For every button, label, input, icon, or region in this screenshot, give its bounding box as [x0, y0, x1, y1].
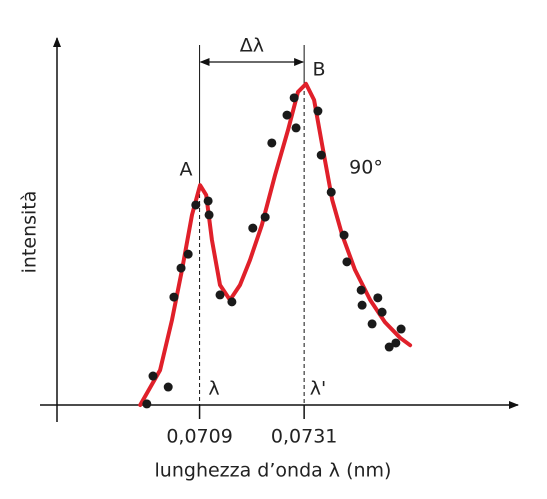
annotation: 90° — [349, 157, 383, 179]
data-point — [260, 212, 270, 222]
data-point — [373, 293, 383, 303]
annotation: λ' — [310, 378, 326, 400]
data-point — [282, 110, 292, 120]
data-point — [377, 307, 387, 317]
data-point — [357, 300, 367, 310]
data-point — [356, 285, 366, 295]
data-point — [396, 324, 406, 334]
data-point — [163, 382, 173, 392]
data-point — [313, 106, 323, 116]
data-point — [148, 371, 158, 381]
annotation: B — [312, 59, 325, 81]
data-point — [291, 123, 301, 133]
data-point — [183, 249, 193, 259]
annotation: λ — [208, 378, 219, 400]
data-point — [227, 297, 237, 307]
data-point — [203, 196, 213, 206]
data-point — [342, 257, 352, 267]
data-point — [169, 292, 179, 302]
data-point — [367, 319, 377, 329]
data-point — [215, 290, 225, 300]
x-tick-label: 0,0731 — [271, 426, 337, 448]
data-point — [391, 338, 401, 348]
y-axis-label: intensità — [19, 191, 41, 274]
data-point — [384, 342, 394, 352]
x-axis-label: lunghezza d’onda λ (nm) — [155, 460, 392, 482]
data-point — [176, 263, 186, 273]
fit-curve — [138, 81, 413, 407]
data-point — [339, 230, 349, 240]
annotation: A — [180, 159, 193, 181]
data-point — [326, 187, 336, 197]
data-point — [316, 150, 326, 160]
data-point — [289, 93, 299, 103]
data-point — [191, 200, 201, 210]
x-tick-label: 0,0709 — [166, 426, 232, 448]
data-point — [204, 210, 214, 220]
data-point — [142, 399, 152, 409]
data-point — [248, 223, 258, 233]
annotation: Δλ — [240, 35, 264, 57]
data-point — [267, 138, 277, 148]
